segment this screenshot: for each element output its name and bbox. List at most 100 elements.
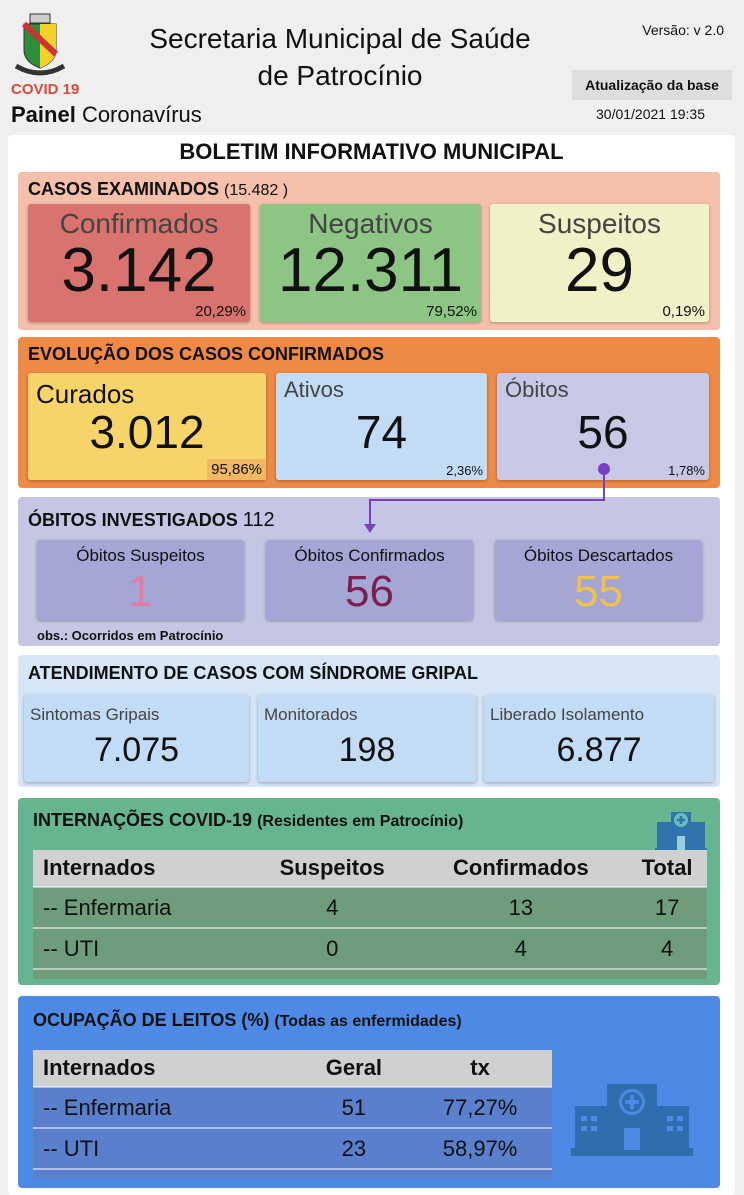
table-row: -- Enfermaria 4 13 17: [33, 886, 707, 928]
card-obitos: Óbitos 56 1,78%: [497, 373, 709, 480]
card-label: Óbitos Descartados: [523, 546, 674, 565]
column-header: Total: [627, 850, 707, 887]
card-value: 3.142: [61, 236, 217, 305]
section-evolucao: EVOLUÇÃO DOS CASOS CONFIRMADOS Curados 3…: [18, 337, 720, 488]
card-label: Curados: [36, 379, 135, 409]
cell: 77,27%: [408, 1086, 552, 1128]
card-label: Liberado Isolamento: [490, 705, 645, 724]
title-line: de Patrocínio: [257, 60, 423, 91]
card-value: 198: [338, 731, 396, 769]
cell: 13: [414, 886, 628, 928]
cell: 58,97%: [408, 1127, 552, 1169]
card-value: 6.877: [556, 731, 642, 769]
card-obitos-confirmados: Óbitos Confirmados 56: [266, 540, 473, 620]
table-row: -- Enfermaria 51 77,27%: [33, 1086, 552, 1128]
card-label: Confirmados: [59, 208, 219, 239]
column-header: Suspeitos: [249, 850, 415, 887]
card-confirmados: Confirmados 3.142 20,29%: [28, 204, 250, 322]
cell: -- UTI: [33, 927, 250, 969]
internacoes-table: Internados Suspeitos Confirmados Total -- E…: [33, 850, 707, 979]
card-value: 56: [577, 406, 629, 458]
section-heading: INTERNAÇÕES COVID-19: [33, 810, 253, 830]
card-value: 55: [574, 567, 623, 616]
card-ativos: Ativos 74 2,36%: [276, 373, 487, 480]
painel-title: Painel Coronavírus: [11, 102, 202, 128]
card-value: 1: [128, 567, 153, 616]
section-ocupacao: OCUPAÇÃO DE LEITOS (%) (Todas as enfermi…: [18, 996, 720, 1188]
section-gripal: ATENDIMENTO DE CASOS COM SÍNDROME GRIPAL…: [18, 655, 720, 787]
cell: 17: [627, 886, 707, 928]
card-pct: 1,78%: [668, 463, 705, 478]
card-value: 7.075: [93, 731, 180, 769]
version-label: Versão: v 2.0: [642, 22, 724, 38]
bulletin-title: BOLETIM INFORMATIVO MUNICIPAL: [179, 139, 564, 164]
cell: -- Enfermaria: [33, 1086, 300, 1128]
hospital-icon: [655, 812, 707, 852]
section-obitos: ÓBITOS INVESTIGADOS 112 Óbitos Suspeitos…: [18, 497, 720, 646]
obs-note: obs.: Ocorridos em Patrocínio: [37, 628, 224, 643]
cell: -- UTI: [33, 1127, 300, 1169]
section-heading: OCUPAÇÃO DE LEITOS (%): [33, 1010, 270, 1030]
cell: 23: [299, 1127, 409, 1169]
obitos-total: 112: [242, 509, 275, 531]
card-sintomas-gripais: Sintomas Gripais 7.075: [24, 695, 249, 782]
title-line: Secretaria Municipal de Saúde: [149, 23, 531, 54]
card-pct: 20,29%: [195, 303, 246, 320]
update-label: Atualização da base: [572, 70, 732, 100]
column-header: Geral: [299, 1050, 409, 1087]
cell: 4: [627, 927, 707, 969]
section-internacoes: INTERNAÇÕES COVID-19 (Residentes em Patr…: [18, 798, 720, 985]
connector-arrow: [364, 463, 610, 533]
card-value: 74: [355, 406, 408, 458]
section-subheading: (Residentes em Patrocínio): [257, 813, 464, 830]
page-title: Secretaria Municipal de Saúde de Patrocín…: [120, 20, 560, 94]
table-row: -- UTI 0 4 4: [33, 927, 707, 969]
column-header: Confirmados: [414, 850, 628, 887]
column-header: tx: [408, 1050, 552, 1087]
section-subheading: (Todas as enfermidades): [274, 1013, 462, 1030]
card-obitos-suspeitos: Óbitos Suspeitos 1: [37, 540, 244, 620]
card-negativos: Negativos 12.311 79,52%: [260, 204, 481, 322]
card-pct: 2,36%: [446, 463, 483, 478]
card-label: Ativos: [284, 377, 344, 402]
cell: -- Enfermaria: [33, 886, 250, 928]
card-obitos-descartados: Óbitos Descartados 55: [495, 540, 702, 620]
card-label: Negativos: [308, 208, 433, 239]
column-header: Internados: [33, 1050, 300, 1087]
section-examinados: CASOS EXAMINADOS (15.482 ) Confirmados 3…: [18, 172, 720, 330]
card-liberado-isolamento: Liberado Isolamento 6.877: [484, 695, 714, 782]
card-value: 3.012: [89, 406, 205, 458]
section-heading: ÓBITOS INVESTIGADOS: [28, 510, 238, 530]
cell: 4: [249, 886, 415, 928]
covid-label: COVID 19: [11, 81, 80, 98]
card-label: Sintomas Gripais: [30, 705, 160, 724]
painel-bold: Painel: [11, 102, 76, 127]
card-value: 29: [565, 236, 634, 305]
table-row: -- UTI 23 58,97%: [33, 1127, 552, 1169]
card-label: Óbitos Suspeitos: [76, 546, 205, 565]
card-curados: Curados 3.012 95,86%: [28, 373, 266, 480]
cell: 51: [299, 1086, 409, 1128]
column-header: Internados: [33, 850, 250, 887]
card-label: Óbitos: [505, 377, 569, 402]
cell: 0: [249, 927, 415, 969]
card-pct: 0,19%: [662, 303, 705, 320]
update-date: 30/01/2021 19:35: [596, 106, 705, 122]
card-monitorados: Monitorados 198: [258, 695, 476, 782]
ocupacao-table: Internados Geral tx -- Enfermaria 51 77,27% …: [33, 1050, 552, 1179]
card-label: Óbitos Confirmados: [294, 546, 445, 565]
section-heading: ATENDIMENTO DE CASOS COM SÍNDROME GRIPAL: [28, 663, 479, 683]
city-crest-logo: [14, 12, 66, 76]
cell: 4: [414, 927, 628, 969]
card-value: 12.311: [277, 236, 464, 305]
hospital-icon: [571, 1084, 693, 1156]
card-pct: 95,86%: [207, 459, 266, 480]
painel-rest: Coronavírus: [81, 102, 202, 127]
section-heading: CASOS EXAMINADOS: [28, 179, 220, 199]
card-label: Suspeitos: [538, 208, 661, 239]
card-label: Monitorados: [264, 705, 358, 724]
section-heading: EVOLUÇÃO DOS CASOS CONFIRMADOS: [28, 344, 385, 364]
card-suspeitos: Suspeitos 29 0,19%: [490, 204, 709, 322]
card-pct: 79,52%: [426, 303, 477, 320]
examined-total: (15.482 ): [224, 182, 289, 199]
